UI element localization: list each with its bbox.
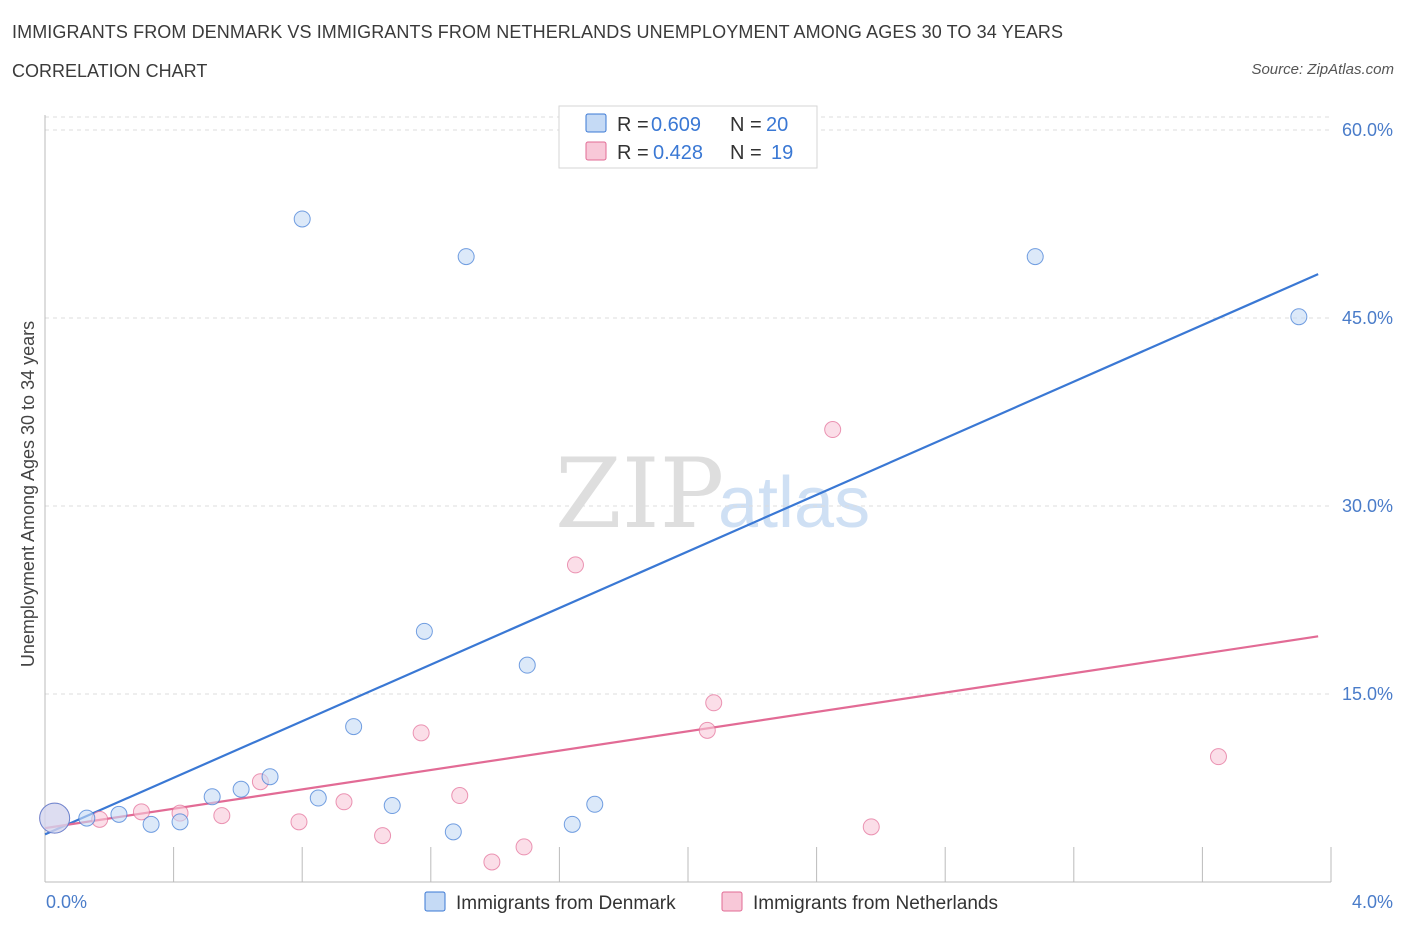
point-denmark <box>39 802 71 834</box>
point-denmark <box>345 718 363 736</box>
series-legend-label-denmark: Immigrants from Denmark <box>456 893 676 914</box>
y-tick-label: 15.0% <box>1342 684 1393 704</box>
point-denmark <box>309 789 327 807</box>
point-netherlands <box>862 818 880 836</box>
point-netherlands <box>566 556 584 574</box>
legend-r-label-denmark: R = <box>617 114 649 136</box>
watermark-zip: ZIP <box>555 438 724 550</box>
point-denmark <box>518 656 536 674</box>
legend-n-value-netherlands: 19 <box>771 142 793 164</box>
legend-r-label-netherlands: R = <box>617 142 649 164</box>
point-denmark <box>444 823 462 841</box>
point-netherlands <box>824 421 842 439</box>
y-tick-label: 45.0% <box>1342 308 1393 328</box>
stats-legend: R = 0.609 N = 20 R = 0.428 N = 19 <box>558 105 818 169</box>
chart-subtitle: CORRELATION CHART <box>12 61 208 81</box>
point-netherlands <box>132 803 150 821</box>
y-tick-labels: 15.0% 30.0% 45.0% 60.0% <box>1342 120 1393 704</box>
series-legend-label-netherlands: Immigrants from Netherlands <box>753 893 998 914</box>
point-denmark <box>457 248 475 266</box>
point-denmark <box>293 210 311 228</box>
legend-n-label-netherlands: N = <box>730 142 762 164</box>
point-netherlands <box>451 787 469 805</box>
point-denmark <box>1290 308 1308 326</box>
source-credit: Source: ZipAtlas.com <box>1251 61 1394 78</box>
trend-line-netherlands <box>44 635 1319 830</box>
grid-lines <box>45 116 1331 695</box>
watermark-atlas: atlas <box>718 463 870 543</box>
x-tick-label-max: 4.0% <box>1352 892 1393 912</box>
point-netherlands <box>213 807 231 825</box>
point-denmark <box>142 815 160 833</box>
legend-swatch-denmark <box>585 113 607 133</box>
point-netherlands <box>515 838 533 856</box>
x-tick-labels: 0.0% 4.0% <box>46 892 1393 912</box>
data-points <box>39 210 1308 871</box>
chart-title: IMMIGRANTS FROM DENMARK VS IMMIGRANTS FR… <box>12 22 1064 42</box>
legend-swatch-netherlands <box>585 141 607 161</box>
point-denmark <box>78 809 96 827</box>
trend-lines <box>44 273 1319 836</box>
point-netherlands <box>290 813 308 831</box>
point-denmark <box>586 795 604 813</box>
point-denmark <box>232 780 250 798</box>
point-denmark <box>563 815 581 833</box>
axes <box>44 115 1332 883</box>
series-legend-swatch-denmark <box>424 891 446 912</box>
y-tick-label: 30.0% <box>1342 496 1393 516</box>
series-legend-swatch-netherlands <box>721 891 743 912</box>
point-denmark <box>203 788 221 806</box>
legend-n-label-denmark: N = <box>730 114 762 136</box>
trend-line-denmark <box>44 273 1319 836</box>
point-netherlands <box>335 793 353 811</box>
y-tick-label: 60.0% <box>1342 120 1393 140</box>
point-denmark <box>415 622 433 640</box>
point-netherlands <box>412 724 430 742</box>
point-netherlands <box>1209 748 1227 766</box>
point-denmark <box>383 797 401 815</box>
point-netherlands <box>374 827 392 845</box>
point-netherlands <box>483 853 501 871</box>
point-denmark <box>110 805 128 823</box>
point-denmark <box>1026 248 1044 266</box>
series-legend: Immigrants from Denmark Immigrants from … <box>424 891 998 914</box>
point-denmark <box>171 813 189 831</box>
legend-n-value-denmark: 20 <box>766 114 788 136</box>
point-denmark <box>261 768 279 786</box>
x-tick-label-min: 0.0% <box>46 892 87 912</box>
point-netherlands <box>705 694 723 712</box>
legend-r-value-denmark: 0.609 <box>651 114 701 136</box>
y-axis-label: Unemployment Among Ages 30 to 34 years <box>18 321 38 667</box>
point-netherlands <box>698 721 716 739</box>
legend-r-value-netherlands: 0.428 <box>653 142 703 164</box>
